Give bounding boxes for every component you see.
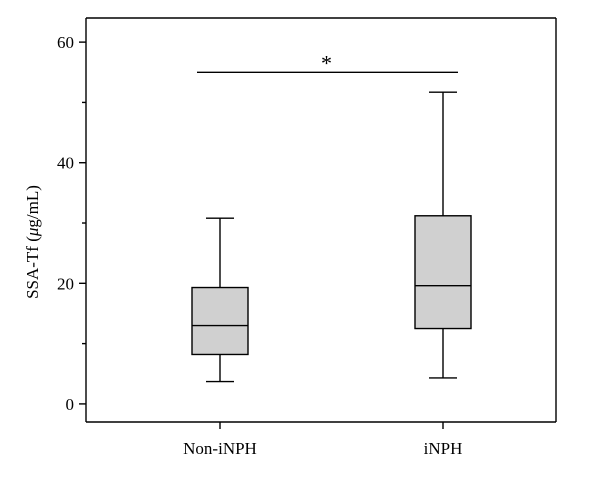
y-tick-label: 60 bbox=[57, 33, 74, 52]
y-tick-label: 20 bbox=[57, 274, 74, 293]
annotation-layer: * bbox=[197, 50, 458, 75]
y-axis-label-mu: μ bbox=[23, 228, 42, 238]
box-group bbox=[414, 91, 472, 379]
boxes-layer bbox=[191, 91, 472, 383]
y-tick-label: 0 bbox=[66, 395, 75, 414]
axes-layer: 0 20 40 60 Non-iNPH iNPH bbox=[57, 17, 557, 458]
y-tick-label: 40 bbox=[57, 154, 74, 173]
y-axis-label: SSA-Tf (μg/mL) bbox=[23, 185, 42, 299]
x-tick-label: Non-iNPH bbox=[183, 439, 257, 458]
y-axis-label-prefix: SSA-Tf ( bbox=[23, 236, 42, 299]
box-group bbox=[191, 217, 249, 383]
y-axis-label-suffix: g/mL) bbox=[23, 185, 42, 228]
iqr-box bbox=[414, 215, 472, 330]
x-tick-label: iNPH bbox=[424, 439, 463, 458]
significance-label: * bbox=[321, 50, 332, 75]
iqr-box bbox=[191, 286, 249, 356]
